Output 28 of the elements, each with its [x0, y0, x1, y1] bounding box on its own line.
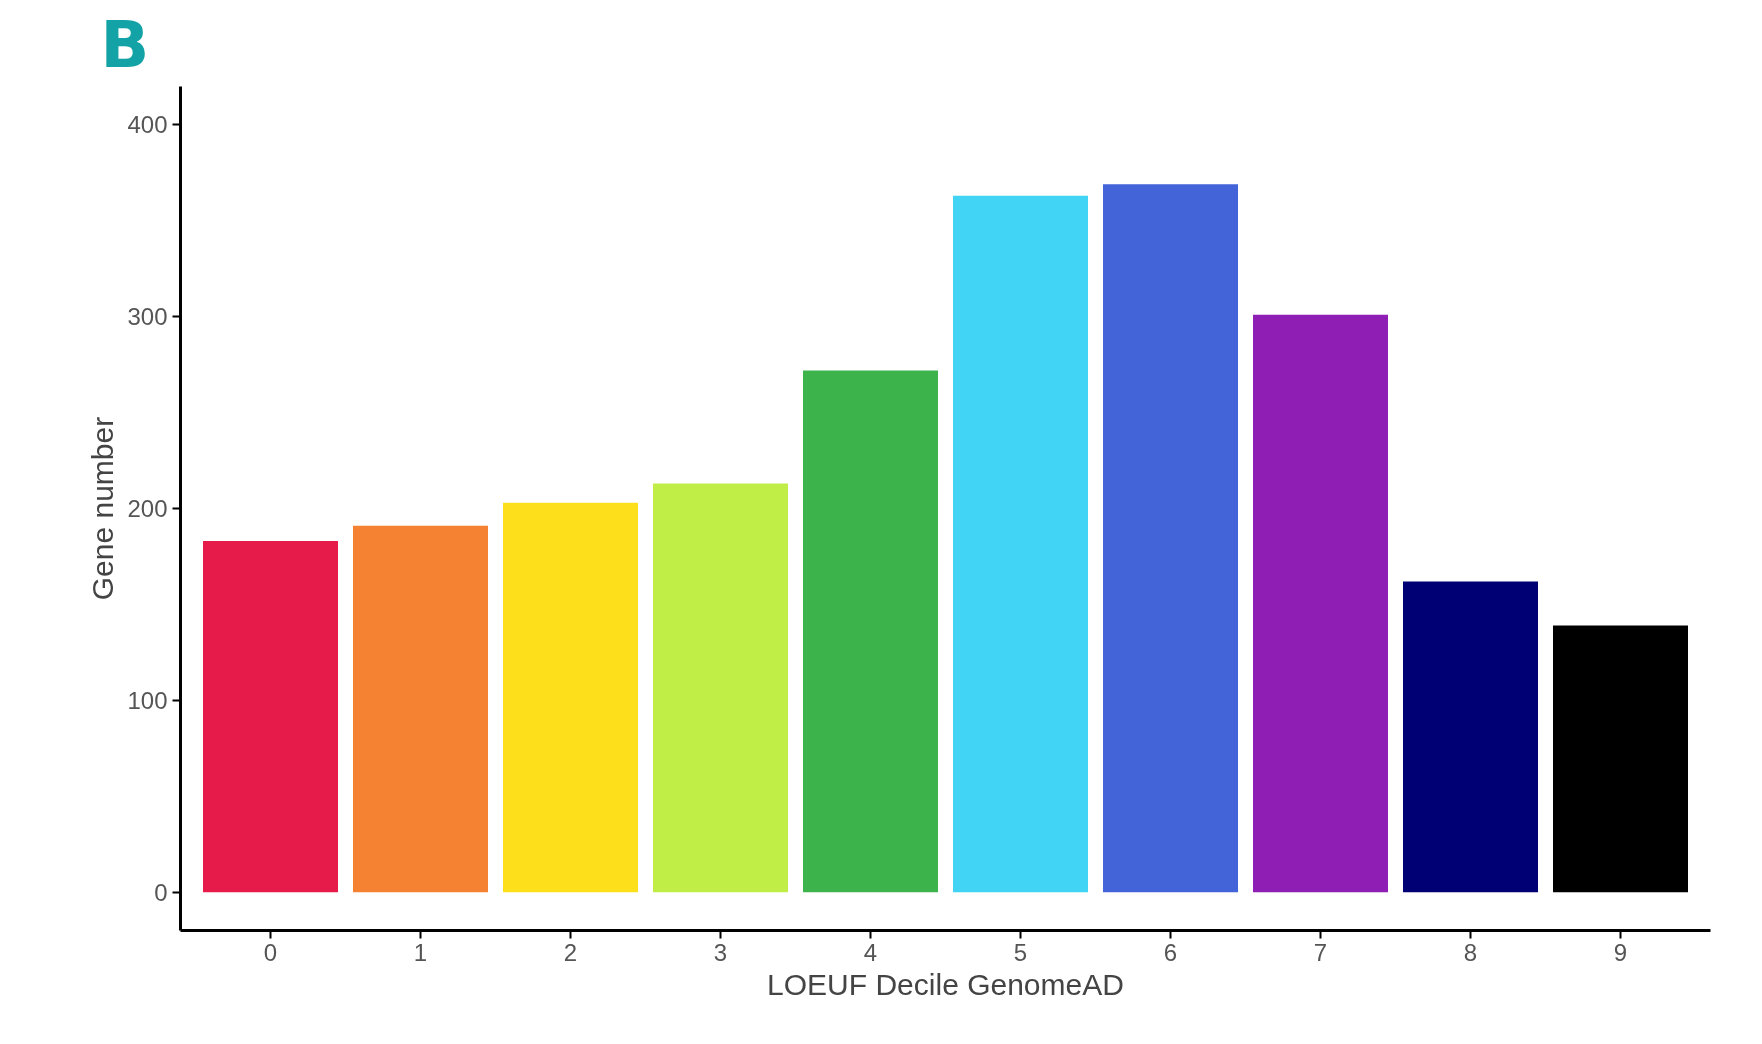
- y-tick-label: 300: [127, 303, 168, 331]
- y-tick-label: 100: [127, 686, 168, 714]
- bar: [1253, 314, 1388, 893]
- bar: [653, 483, 788, 893]
- x-tick-label: 8: [1463, 938, 1478, 966]
- x-tick-label: 4: [863, 938, 878, 966]
- bar: [503, 502, 638, 893]
- x-tick-label: 1: [413, 938, 428, 966]
- y-tick-label: 200: [127, 495, 168, 522]
- bar: [1103, 184, 1238, 893]
- y-axis-title: Gene number: [86, 416, 120, 601]
- x-tick-label: 3: [713, 938, 728, 966]
- bar: [203, 541, 338, 893]
- x-tick-label: 9: [1613, 938, 1628, 966]
- bar: [1553, 625, 1688, 893]
- bar: [1403, 581, 1538, 893]
- x-tick-label: 2: [563, 938, 578, 966]
- x-tick-label: 7: [1313, 938, 1328, 966]
- x-tick-label: 5: [1013, 938, 1028, 966]
- y-tick-label: 400: [127, 111, 168, 139]
- x-axis-title: LOEUF Decile GenomeAD: [767, 967, 1124, 1001]
- bar: [353, 525, 488, 893]
- bar: [953, 195, 1088, 893]
- x-tick-label: 0: [263, 938, 278, 966]
- text: B: [100, 7, 150, 82]
- y-tick-label: 0: [154, 878, 168, 906]
- x-tick-label: 6: [1163, 938, 1178, 966]
- bar: [803, 370, 938, 893]
